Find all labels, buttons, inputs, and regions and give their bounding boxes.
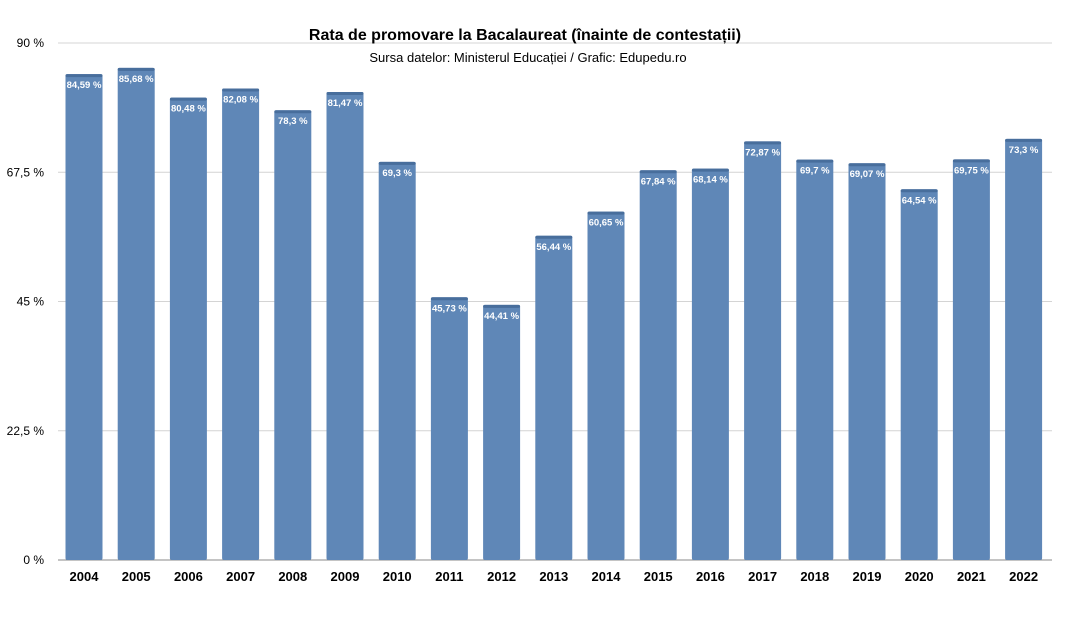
- bar-top-edge: [587, 211, 625, 215]
- bar-layer: [65, 67, 1043, 561]
- data-label: 69,75 %: [954, 165, 989, 176]
- chart-title: Rata de promovare la Bacalaureat (înaint…: [309, 27, 741, 44]
- bar-top-edge: [691, 168, 729, 172]
- x-axis: 2004 2005 2006 2007 2008 2009 2010 2011 2012 2013…: [70, 569, 1039, 584]
- bar: [274, 110, 312, 561]
- bar-top-edge: [639, 170, 677, 174]
- bar: [952, 159, 990, 560]
- bar: [430, 297, 468, 560]
- bar-top-edge: [1005, 138, 1043, 142]
- x-tick-label: 2012: [487, 569, 516, 584]
- bar: [535, 235, 573, 560]
- bar-top-edge: [222, 88, 260, 92]
- bar: [744, 141, 782, 560]
- data-label: 72,87 %: [745, 147, 780, 158]
- bar-top-edge: [796, 159, 834, 163]
- data-label: 80,48 %: [171, 104, 206, 115]
- x-tick-label: 2016: [696, 569, 725, 584]
- bar: [587, 211, 625, 561]
- y-tick-label: 90 %: [17, 36, 45, 50]
- y-tick-label: 67,5 %: [7, 165, 45, 179]
- bar-top-edge: [274, 110, 312, 114]
- bar-top-edge: [326, 92, 364, 96]
- bar: [1005, 138, 1043, 560]
- data-label: 69,7 %: [800, 166, 830, 177]
- y-axis: 0 % 22,5 % 45 % 67,5 % 90 %: [7, 36, 45, 567]
- data-label: 64,54 %: [902, 195, 937, 206]
- x-tick-label: 2014: [592, 569, 622, 584]
- y-tick-label: 45 %: [17, 295, 45, 309]
- x-tick-label: 2010: [383, 569, 412, 584]
- bar: [378, 161, 416, 560]
- bar-top-edge: [900, 189, 938, 193]
- bar: [691, 168, 729, 561]
- bar-top-edge: [483, 304, 521, 308]
- data-label: 78,3 %: [278, 116, 308, 127]
- bar: [639, 170, 677, 561]
- x-tick-label: 2005: [122, 569, 151, 584]
- bar: [900, 189, 938, 561]
- bar-top-edge: [535, 235, 573, 239]
- bar-top-edge: [117, 67, 155, 71]
- bar: [326, 92, 364, 560]
- x-tick-label: 2008: [278, 569, 307, 584]
- bar: [796, 159, 834, 560]
- x-tick-label: 2020: [905, 569, 934, 584]
- bar: [222, 88, 260, 560]
- x-tick-label: 2006: [174, 569, 203, 584]
- bar-top-edge: [378, 161, 416, 165]
- data-label-layer: 84,59 % 85,68 % 80,48 % 82,08 % 78,3 % 81,47 …: [67, 74, 1039, 322]
- data-label: 67,84 %: [641, 176, 676, 187]
- bar-top-edge: [169, 97, 207, 101]
- x-tick-label: 2022: [1009, 569, 1038, 584]
- x-tick-label: 2018: [800, 569, 829, 584]
- bar: [169, 97, 207, 561]
- data-label: 81,47 %: [328, 98, 363, 109]
- data-label: 68,14 %: [693, 175, 728, 186]
- y-tick-label: 22,5 %: [7, 424, 45, 438]
- bar-top-edge: [848, 163, 886, 167]
- bar: [848, 163, 886, 561]
- data-label: 73,3 %: [1009, 145, 1039, 156]
- data-label: 60,65 %: [589, 218, 624, 229]
- x-tick-label: 2004: [70, 569, 100, 584]
- bar-top-edge: [430, 297, 468, 301]
- x-tick-label: 2015: [644, 569, 673, 584]
- x-tick-label: 2007: [226, 569, 255, 584]
- x-tick-label: 2019: [853, 569, 882, 584]
- x-tick-label: 2017: [748, 569, 777, 584]
- bar-top-edge: [744, 141, 782, 145]
- x-tick-label: 2009: [331, 569, 360, 584]
- data-label: 44,41 %: [484, 311, 519, 322]
- x-tick-label: 2011: [435, 569, 463, 584]
- bar-top-edge: [952, 159, 990, 163]
- y-tick-label: 0 %: [23, 553, 44, 567]
- data-label: 82,08 %: [223, 94, 258, 105]
- x-tick-label: 2021: [957, 569, 986, 584]
- x-tick-label: 2013: [539, 569, 568, 584]
- bar-top-edge: [65, 74, 103, 78]
- data-label: 45,73 %: [432, 303, 467, 314]
- data-label: 84,59 %: [67, 80, 102, 91]
- bar: [117, 67, 155, 560]
- bar: [483, 304, 521, 560]
- bar: [65, 74, 103, 560]
- chart-subtitle: Sursa datelor: Ministerul Educației / Gr…: [369, 50, 686, 65]
- data-label: 69,07 %: [850, 169, 885, 180]
- data-label: 69,3 %: [382, 168, 412, 179]
- data-label: 85,68 %: [119, 74, 154, 85]
- data-label: 56,44 %: [536, 242, 571, 253]
